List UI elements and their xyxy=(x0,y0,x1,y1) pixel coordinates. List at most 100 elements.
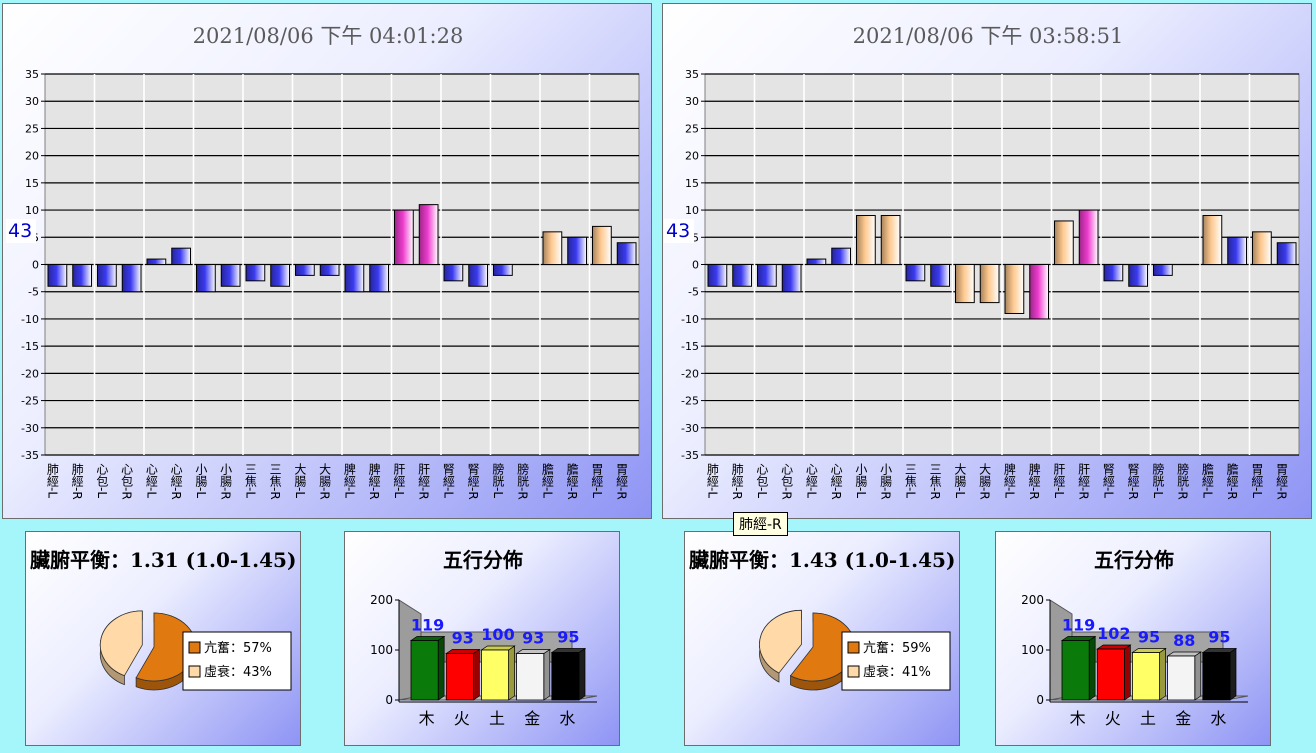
x-tick-label: 小腸-L xyxy=(194,463,208,499)
bar-金 xyxy=(516,653,545,701)
y-tick-label: 0 xyxy=(692,259,699,272)
bar-小腸-L xyxy=(856,215,876,265)
y-tick-label: 25 xyxy=(685,122,699,135)
bar-side-水 xyxy=(1229,647,1237,701)
bar-value-label: 88 xyxy=(1173,631,1195,650)
bar-胃經-L xyxy=(1252,231,1272,265)
y-tick-label: -25 xyxy=(21,395,39,408)
x-tick-label: 脾經-R xyxy=(1027,462,1041,500)
bar-脾經-L xyxy=(344,264,365,293)
bar-腎經-R xyxy=(468,264,488,287)
x-tick-label: 膽經-L xyxy=(540,462,554,499)
x-tick-label: 火 xyxy=(1105,709,1121,728)
x-tick-label: 心經-L xyxy=(144,463,158,499)
bar-肝經-L xyxy=(1054,220,1074,265)
bar-心包-R xyxy=(121,264,142,293)
bar-木 xyxy=(1061,640,1090,701)
y-tick-label: 200 xyxy=(1021,593,1044,607)
bar-top-土 xyxy=(480,645,516,651)
bar-side-土 xyxy=(508,645,515,701)
bar-肝經-L xyxy=(394,209,414,265)
x-tick-label: 肝經-R xyxy=(417,463,431,500)
left-meridian-bar-chart: 2021/08/06 下午 04:01:2835302520151050-5-1… xyxy=(2,3,652,519)
x-tick-label: 火 xyxy=(454,709,470,728)
left-bar-chart-svg: 2021/08/06 下午 04:01:2835302520151050-5-1… xyxy=(21,24,640,500)
bar-心經-R xyxy=(831,247,851,266)
bar-心包-R xyxy=(781,264,802,293)
x-tick-label: 膀胱-R xyxy=(516,462,530,500)
x-tick-label: 心經-R xyxy=(829,463,843,500)
x-tick-label: 腎經-R xyxy=(1126,463,1140,500)
x-tick-label: 水 xyxy=(1210,709,1226,728)
y-tick-label: 20 xyxy=(25,150,39,163)
y-tick-label: 15 xyxy=(25,177,39,190)
bar-腎經-L xyxy=(443,264,464,282)
x-tick-label: 肺經-R xyxy=(730,463,744,500)
x-tick-label: 膀胱-L xyxy=(491,462,505,499)
bar-value-label: 93 xyxy=(522,629,544,648)
bar-脾經-L xyxy=(1004,264,1025,314)
y-tick-label: -15 xyxy=(21,340,39,353)
bar-top-水 xyxy=(550,648,587,653)
bar-肺經-R xyxy=(732,264,752,287)
hover-tooltip: 肺經-R xyxy=(733,512,788,536)
bar-value-label: 100 xyxy=(481,625,514,644)
y-tick-label: -10 xyxy=(681,313,699,326)
y-tick-label: -5 xyxy=(28,286,39,299)
right-side-value: 43 xyxy=(664,219,695,243)
bar-心包-L xyxy=(97,264,117,287)
bar-top-火 xyxy=(1096,644,1132,650)
bar-土 xyxy=(480,649,509,701)
bar-top-火 xyxy=(445,649,481,654)
y-tick-label: 200 xyxy=(370,593,393,607)
bar-大腸-L xyxy=(295,264,315,276)
y-tick-label: 15 xyxy=(685,177,699,190)
x-tick-label: 大腸-R xyxy=(318,463,332,500)
y-tick-label: -20 xyxy=(21,367,39,380)
x-tick-label: 膀胱-R xyxy=(1176,462,1190,500)
left-wuxing-svg: 五行分佈 0 100 200 119 木 93 火 100 土 93 金 95 水 xyxy=(370,548,598,728)
y-tick-label: 100 xyxy=(1021,643,1044,657)
bar-膽經-L xyxy=(1202,215,1223,265)
bar-脾經-R xyxy=(369,264,389,293)
y-tick-label: 100 xyxy=(370,643,393,657)
right-balance-pie-panel: 臟腑平衡：1.43 (1.0-1.45) 亢奮：59% 虛衰：41% xyxy=(684,531,960,746)
y-tick-label: -20 xyxy=(681,367,699,380)
legend-label: 亢奮：59% xyxy=(863,640,931,656)
bar-小腸-R xyxy=(220,264,241,287)
y-tick-label: -35 xyxy=(681,449,699,462)
bar-金 xyxy=(1167,655,1196,701)
bar-value-label: 119 xyxy=(411,616,444,635)
pie-legend xyxy=(182,631,292,691)
legend-label: 虛衰：41% xyxy=(863,664,931,680)
x-tick-label: 膀胱-L xyxy=(1151,462,1165,499)
bar-value-label: 102 xyxy=(1097,624,1130,643)
x-tick-label: 金 xyxy=(1175,709,1191,728)
legend-label: 虛衰：43% xyxy=(204,664,272,680)
bar-value-label: 95 xyxy=(1208,628,1230,647)
y-tick-label: 25 xyxy=(25,122,39,135)
y-tick-label: 5 xyxy=(692,231,699,244)
x-tick-label: 膽經-R xyxy=(565,462,579,500)
balance-title: 臟腑平衡：1.31 (1.0-1.45) xyxy=(30,548,296,572)
x-tick-label: 胃經-L xyxy=(1250,463,1264,498)
y-tick-label: 10 xyxy=(25,204,39,217)
x-tick-label: 肝經-L xyxy=(392,463,406,499)
y-tick-label: 35 xyxy=(685,68,699,81)
x-tick-label: 三焦-R xyxy=(268,463,282,500)
x-tick-label: 三焦-L xyxy=(243,463,257,498)
legend-swatch xyxy=(847,641,860,654)
y-tick-label: 30 xyxy=(685,95,699,108)
bar-top-金 xyxy=(515,649,551,654)
y-tick-label: -25 xyxy=(681,395,699,408)
bar-side-火 xyxy=(1124,644,1131,701)
bar-肺經-R xyxy=(72,264,92,287)
bar-心經-L xyxy=(806,258,827,266)
x-tick-label: 肺經-R xyxy=(70,463,84,500)
bar-胃經-R xyxy=(616,242,637,266)
bar-火 xyxy=(1096,648,1125,701)
bar-三焦-L xyxy=(245,264,266,282)
bar-腎經-R xyxy=(1128,264,1148,287)
bar-大腸-L xyxy=(955,264,975,304)
right-meridian-bar-chart: 2021/08/06 下午 03:58:51 35 30 25 20 15 10 5 0 -5 -1… xyxy=(662,3,1312,519)
